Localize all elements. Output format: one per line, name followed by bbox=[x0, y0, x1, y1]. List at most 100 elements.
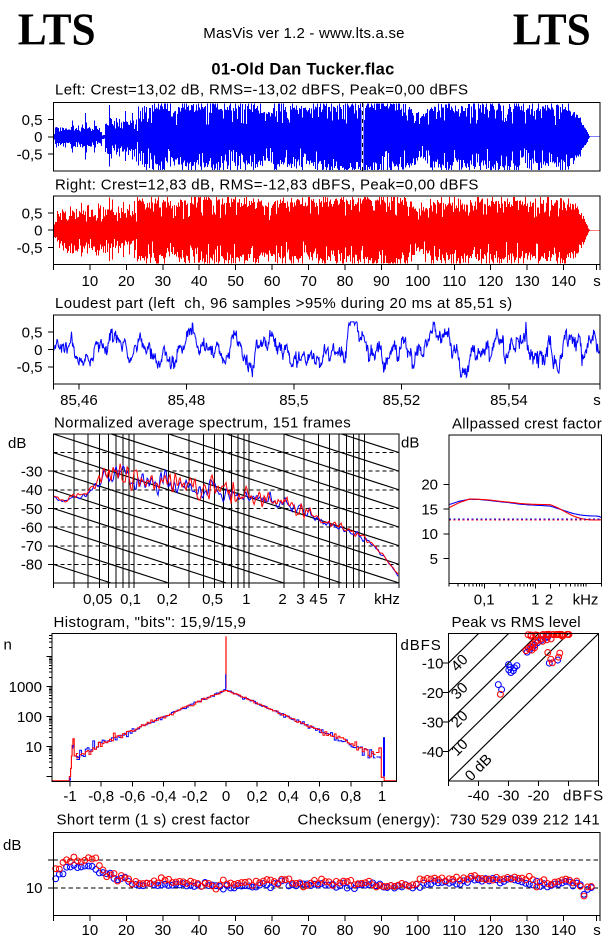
svg-text:Left: Crest=13,02 dB, RMS=-13,: Left: Crest=13,02 dB, RMS=-13,02 dBFS, P… bbox=[55, 82, 468, 99]
svg-text:100: 100 bbox=[17, 709, 42, 726]
svg-text:kHz: kHz bbox=[374, 591, 400, 608]
svg-text:110: 110 bbox=[442, 922, 466, 939]
svg-text:85,5: 85,5 bbox=[279, 392, 308, 409]
svg-text:0,1: 0,1 bbox=[474, 591, 495, 608]
svg-text:-10: -10 bbox=[422, 655, 444, 672]
svg-text:60: 60 bbox=[264, 273, 281, 290]
svg-text:-40: -40 bbox=[468, 788, 490, 805]
svg-text:85,52: 85,52 bbox=[383, 392, 421, 409]
svg-text:1: 1 bbox=[531, 591, 539, 608]
svg-text:-0,4: -0,4 bbox=[151, 788, 177, 805]
svg-text:dB: dB bbox=[8, 435, 26, 452]
svg-text:90: 90 bbox=[373, 273, 390, 290]
svg-text:0,5: 0,5 bbox=[22, 205, 43, 222]
svg-text:-0,5: -0,5 bbox=[17, 359, 43, 376]
svg-text:0,6: 0,6 bbox=[309, 788, 330, 805]
svg-text:Right: Crest=12,83 dB, RMS=-12: Right: Crest=12,83 dB, RMS=-12,83 dBFS, … bbox=[55, 177, 479, 194]
svg-text:dB: dB bbox=[3, 837, 21, 854]
svg-text:-60: -60 bbox=[21, 519, 43, 536]
svg-text:0: 0 bbox=[222, 788, 230, 805]
svg-text:0,4: 0,4 bbox=[278, 788, 299, 805]
svg-text:Normalized average spectrum, 1: Normalized average spectrum, 151 frames bbox=[54, 415, 351, 432]
svg-text:10: 10 bbox=[82, 273, 99, 290]
svg-text:-1: -1 bbox=[63, 788, 76, 805]
svg-text:0,2: 0,2 bbox=[157, 591, 178, 608]
svg-text:30: 30 bbox=[154, 273, 171, 290]
svg-text:dBFS: dBFS bbox=[563, 788, 604, 805]
svg-text:7: 7 bbox=[337, 591, 345, 608]
svg-text:LTS: LTS bbox=[513, 4, 591, 55]
svg-text:0,8: 0,8 bbox=[340, 788, 361, 805]
svg-text:110: 110 bbox=[442, 273, 466, 290]
svg-text:Histogram, "bits": 15,9/15,9: Histogram, "bits": 15,9/15,9 bbox=[54, 614, 247, 631]
svg-text:0,5: 0,5 bbox=[202, 591, 223, 608]
svg-text:-30: -30 bbox=[21, 464, 43, 481]
svg-text:0: 0 bbox=[34, 129, 42, 146]
svg-text:1000: 1000 bbox=[9, 679, 42, 696]
svg-text:-20: -20 bbox=[528, 788, 550, 805]
svg-text:dBFS: dBFS bbox=[401, 637, 442, 654]
svg-text:90: 90 bbox=[373, 922, 390, 939]
svg-text:85,48: 85,48 bbox=[168, 392, 206, 409]
svg-text:01-Old Dan Tucker.flac: 01-Old Dan Tucker.flac bbox=[211, 61, 394, 79]
svg-text:70: 70 bbox=[300, 273, 317, 290]
svg-text:0,5: 0,5 bbox=[22, 112, 43, 129]
svg-text:15: 15 bbox=[421, 501, 438, 518]
svg-text:50: 50 bbox=[227, 922, 244, 939]
svg-text:10: 10 bbox=[421, 526, 438, 543]
svg-text:-40: -40 bbox=[422, 744, 444, 761]
svg-text:MasVis ver 1.2 - www.lts.a.se: MasVis ver 1.2 - www.lts.a.se bbox=[203, 25, 404, 42]
svg-text:40: 40 bbox=[191, 273, 208, 290]
svg-text:85,46: 85,46 bbox=[60, 392, 98, 409]
svg-text:n: n bbox=[4, 637, 12, 654]
svg-text:kHz: kHz bbox=[573, 591, 599, 608]
svg-text:-0,6: -0,6 bbox=[119, 788, 145, 805]
svg-text:2: 2 bbox=[278, 591, 286, 608]
svg-text:Short term (1 s) crest factor: Short term (1 s) crest factor bbox=[57, 812, 251, 829]
svg-text:-80: -80 bbox=[21, 557, 43, 574]
svg-text:-0,5: -0,5 bbox=[17, 240, 43, 257]
svg-text:0,5: 0,5 bbox=[22, 325, 43, 342]
svg-text:60: 60 bbox=[264, 922, 281, 939]
svg-text:-0,5: -0,5 bbox=[17, 146, 43, 163]
svg-text:0,2: 0,2 bbox=[247, 788, 268, 805]
svg-text:dB: dB bbox=[401, 435, 419, 452]
svg-text:0,1: 0,1 bbox=[120, 591, 141, 608]
svg-text:Loudest part (left ch, 96 sam: Loudest part (left ch, 96 samples >95% d… bbox=[55, 295, 513, 312]
svg-text:140: 140 bbox=[551, 273, 576, 290]
svg-text:40: 40 bbox=[191, 922, 208, 939]
svg-text:-0,8: -0,8 bbox=[88, 788, 114, 805]
svg-text:s: s bbox=[593, 922, 601, 939]
svg-text:30: 30 bbox=[154, 922, 171, 939]
svg-text:120: 120 bbox=[478, 922, 503, 939]
svg-text:20: 20 bbox=[118, 922, 135, 939]
svg-text:50: 50 bbox=[227, 273, 244, 290]
svg-text:-0,2: -0,2 bbox=[182, 788, 208, 805]
svg-text:5: 5 bbox=[319, 591, 327, 608]
svg-text:-20: -20 bbox=[422, 685, 444, 702]
svg-text:10: 10 bbox=[25, 739, 42, 756]
svg-text:LTS: LTS bbox=[18, 4, 96, 55]
svg-text:1: 1 bbox=[378, 788, 386, 805]
svg-text:4: 4 bbox=[309, 591, 317, 608]
svg-text:10: 10 bbox=[26, 880, 43, 897]
svg-text:s: s bbox=[593, 392, 601, 409]
svg-text:Allpassed crest factor: Allpassed crest factor bbox=[452, 416, 602, 433]
svg-text:130: 130 bbox=[515, 922, 540, 939]
svg-text:20: 20 bbox=[118, 273, 135, 290]
svg-text:Peak vs RMS level: Peak vs RMS level bbox=[452, 614, 581, 631]
svg-text:85,54: 85,54 bbox=[490, 392, 528, 409]
svg-text:70: 70 bbox=[300, 922, 317, 939]
svg-text:20: 20 bbox=[421, 477, 438, 494]
svg-text:80: 80 bbox=[337, 273, 354, 290]
svg-text:0: 0 bbox=[34, 342, 42, 359]
svg-text:-30: -30 bbox=[422, 714, 444, 731]
svg-text:130: 130 bbox=[515, 273, 540, 290]
svg-text:120: 120 bbox=[478, 273, 503, 290]
svg-text:10: 10 bbox=[82, 922, 99, 939]
svg-text:80: 80 bbox=[337, 922, 354, 939]
svg-text:100: 100 bbox=[405, 273, 430, 290]
svg-text:3: 3 bbox=[296, 591, 304, 608]
svg-text:1: 1 bbox=[242, 591, 250, 608]
svg-text:100: 100 bbox=[405, 922, 430, 939]
